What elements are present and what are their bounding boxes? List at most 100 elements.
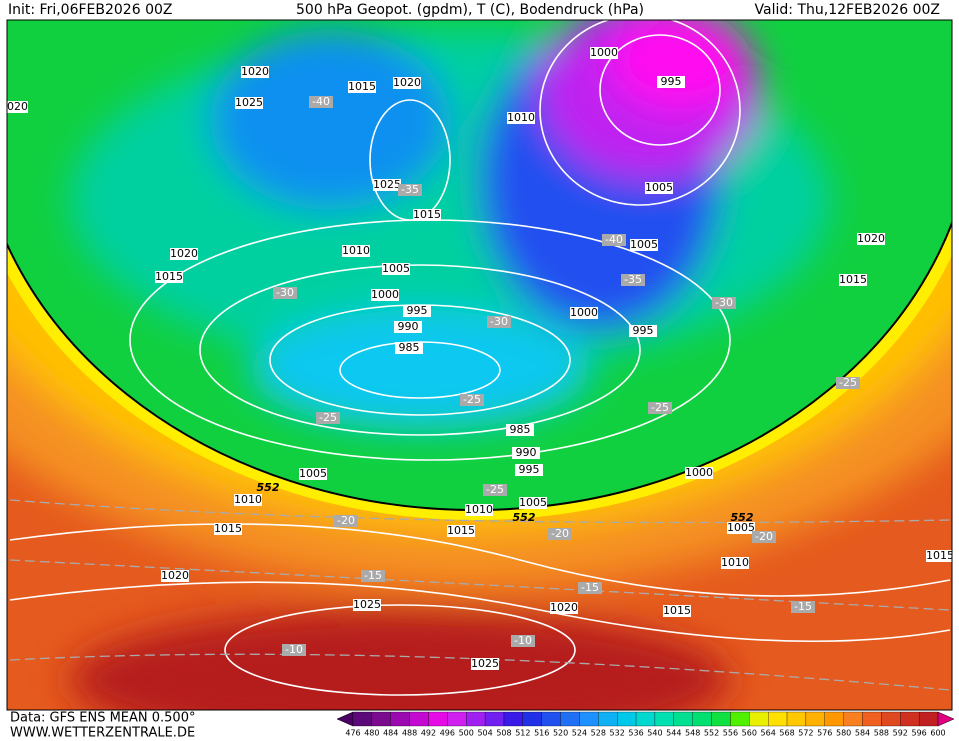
colorbar-label: 552 bbox=[704, 729, 719, 738]
pressure-label: 1020 bbox=[393, 76, 421, 89]
temperature-label: -20 bbox=[551, 527, 569, 540]
pressure-label-box bbox=[353, 599, 381, 611]
pressure-label-box bbox=[161, 570, 189, 582]
temperature-label: -25 bbox=[651, 401, 669, 414]
pressure-label: 990 bbox=[516, 446, 537, 459]
pressure-label-box bbox=[413, 209, 441, 221]
pressure-label-box bbox=[570, 307, 598, 319]
pressure-label: 1015 bbox=[155, 270, 183, 283]
pressure-label-box bbox=[395, 342, 423, 354]
pressure-label: 1010 bbox=[234, 493, 262, 506]
colorbar-label: 576 bbox=[817, 729, 832, 738]
colorbar-swatch bbox=[824, 711, 844, 727]
colorbar-label: 504 bbox=[477, 729, 492, 738]
pressure-label: 1005 bbox=[645, 181, 673, 194]
pressure-label: 1025 bbox=[373, 178, 401, 191]
temperature-label: -25 bbox=[839, 376, 857, 389]
pressure-label: 1015 bbox=[926, 549, 954, 562]
colorbar-swatch bbox=[560, 711, 580, 727]
temperature-label: -20 bbox=[337, 514, 355, 527]
pressure-label: 1010 bbox=[465, 503, 493, 516]
temperature-label-box bbox=[712, 297, 736, 309]
colorbar-label: 584 bbox=[855, 729, 870, 738]
colorbar-swatch bbox=[805, 711, 825, 727]
data-source: Data: GFS ENS MEAN 0.500° bbox=[10, 711, 195, 726]
colorbar-label: 540 bbox=[647, 729, 662, 738]
colorbar-swatch bbox=[352, 711, 373, 727]
pressure-label-box bbox=[515, 464, 543, 476]
pressure-label: 1000 bbox=[570, 306, 598, 319]
colorbar-swatch bbox=[768, 711, 788, 727]
colorbar-swatch bbox=[730, 711, 750, 727]
pressure-label: 990 bbox=[398, 320, 419, 333]
pressure-label: 1015 bbox=[348, 80, 376, 93]
pressure-label-box bbox=[506, 424, 534, 436]
temperature-label-box bbox=[361, 570, 385, 582]
contour-labels: 1020 1025 1015 1020 1010 1000 995 1025 1015 1005 1… bbox=[7, 46, 954, 670]
contour-552-label: 552 bbox=[513, 511, 536, 524]
contour-552-label: 552 bbox=[257, 481, 280, 494]
colorbar-swatch bbox=[711, 711, 731, 727]
pressure-label: 1005 bbox=[382, 262, 410, 275]
pressure-label-box bbox=[657, 76, 685, 88]
colorbar-swatch bbox=[786, 711, 807, 727]
pressure-label-box bbox=[727, 522, 755, 534]
colorbar-swatch bbox=[503, 711, 523, 727]
pressure-label: 1015 bbox=[413, 208, 441, 221]
colorbar-swatch bbox=[881, 711, 901, 727]
pressure-label-box bbox=[342, 245, 370, 257]
colorbar-label: 556 bbox=[723, 729, 738, 738]
colorbar-swatch bbox=[692, 711, 712, 727]
pressure-label: 1005 bbox=[299, 467, 327, 480]
temperature-label: -10 bbox=[285, 643, 303, 656]
temperature-label-box bbox=[316, 412, 340, 424]
pressure-label: 1010 bbox=[721, 556, 749, 569]
colorbar-label: 544 bbox=[666, 729, 681, 738]
colorbar-label: 500 bbox=[459, 729, 474, 738]
temperature-label: -30 bbox=[490, 315, 508, 328]
colorbar-swatch bbox=[541, 711, 561, 727]
temperature-label-box bbox=[282, 644, 306, 656]
colorbar-swatch bbox=[918, 711, 939, 727]
colorbar-label: 548 bbox=[685, 729, 700, 738]
colorbar-label: 592 bbox=[893, 729, 908, 738]
colorbar-label: 476 bbox=[345, 729, 360, 738]
temperature-label-box bbox=[602, 234, 626, 246]
temperature-label: -15 bbox=[364, 569, 382, 582]
pressure-label: 995 bbox=[661, 75, 682, 88]
temperature-label: -30 bbox=[276, 286, 294, 299]
temperature-label-box bbox=[483, 484, 507, 496]
temperature-label: -25 bbox=[319, 411, 337, 424]
pressure-label-box bbox=[373, 179, 401, 191]
pressure-label-box bbox=[348, 81, 376, 93]
colorbar-swatch bbox=[579, 711, 599, 727]
colorbar-swatch bbox=[409, 711, 429, 727]
temperature-label-box bbox=[621, 274, 645, 286]
pressure-label-box bbox=[519, 497, 547, 509]
temperature-label: -40 bbox=[605, 233, 623, 246]
pressure-label: 1015 bbox=[447, 524, 475, 537]
colorbar-label: 600 bbox=[930, 729, 945, 738]
pressure-label: 1015 bbox=[839, 273, 867, 286]
temperature-label: -40 bbox=[312, 95, 330, 108]
pressure-label-box bbox=[371, 289, 399, 301]
colorbar-label: 588 bbox=[874, 729, 889, 738]
pressure-label-box bbox=[550, 602, 578, 614]
colorbar-label: 532 bbox=[610, 729, 625, 738]
pressure-label: 995 bbox=[407, 304, 428, 317]
colorbar: 476 480 484 488 492 496 500 504 508 512 516 520 524 5… bbox=[336, 711, 955, 738]
map-title: 500 hPa Geopot. (gpdm), T (C), Bodendruc… bbox=[296, 2, 644, 18]
temperature-label-box bbox=[836, 377, 860, 389]
colorbar-label: 520 bbox=[553, 729, 568, 738]
colorbar-swatch bbox=[390, 711, 410, 727]
pressure-label: 1010 bbox=[507, 111, 535, 124]
colorbar-label: 496 bbox=[440, 729, 455, 738]
temperature-label-box bbox=[791, 601, 815, 613]
pressure-label: 1015 bbox=[663, 604, 691, 617]
temperature-label: -25 bbox=[463, 393, 481, 406]
temperature-label-box bbox=[460, 394, 484, 406]
pressure-label: 1005 bbox=[519, 496, 547, 509]
temperature-label: -35 bbox=[624, 273, 642, 286]
pressure-label: 1025 bbox=[235, 96, 263, 109]
pressure-label-box bbox=[721, 557, 749, 569]
